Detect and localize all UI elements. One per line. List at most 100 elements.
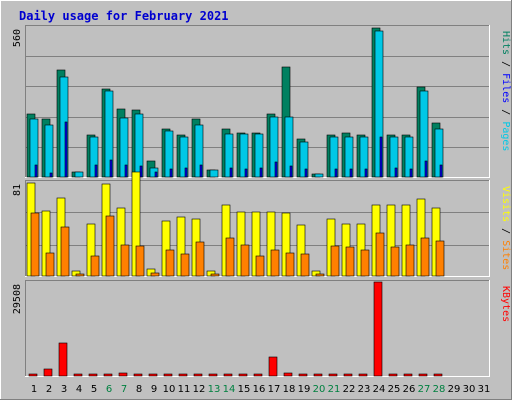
bar-kbytes-day-12 <box>193 373 203 377</box>
day-label-12: 12 <box>193 384 206 395</box>
bar-files-day-20 <box>314 173 324 178</box>
day-label-27: 27 <box>418 384 431 395</box>
day-label-17: 17 <box>268 384 281 395</box>
bar-pages-day-14 <box>229 167 233 178</box>
bar-files-day-3 <box>59 76 69 178</box>
day-label-11: 11 <box>178 384 191 395</box>
legend-pages-files-hits: Hits / Files / Pages <box>500 31 511 151</box>
bar-files-day-23 <box>359 136 369 178</box>
bar-sites-day-25 <box>390 246 400 277</box>
day-label-28: 28 <box>433 384 446 395</box>
bar-pages-day-27 <box>424 160 428 178</box>
bar-kbytes-day-3 <box>58 342 68 377</box>
bar-files-day-15 <box>239 133 249 178</box>
day-label-22: 22 <box>343 384 356 395</box>
bar-files-day-28 <box>434 128 444 178</box>
bar-files-day-26 <box>404 136 414 178</box>
bar-pages-day-17 <box>274 161 278 178</box>
day-label-15: 15 <box>238 384 251 395</box>
day-label-21: 21 <box>328 384 341 395</box>
y-max-label: 29508 <box>12 284 23 314</box>
bar-sites-day-26 <box>405 244 415 277</box>
legend-entry: / <box>500 55 511 73</box>
bar-sites-day-28 <box>435 240 445 277</box>
bar-files-day-17 <box>269 116 279 178</box>
bar-kbytes-day-16 <box>253 373 263 377</box>
legend-entry: Visits <box>500 186 511 222</box>
bar-kbytes-day-9 <box>148 373 158 377</box>
y-max-label: 81 <box>12 184 23 196</box>
bar-files-day-13 <box>209 169 219 178</box>
bar-files-day-7 <box>119 117 129 178</box>
bar-pages-day-11 <box>184 167 188 178</box>
bars <box>26 171 445 277</box>
legend-entry: KBytes <box>500 286 511 322</box>
bar-pages-day-23 <box>364 168 368 178</box>
day-label-4: 4 <box>76 384 82 395</box>
bar-files-day-11 <box>179 136 189 178</box>
bar-sites-day-24 <box>375 232 385 277</box>
bar-files-day-22 <box>344 136 354 178</box>
bar-sites-day-14 <box>225 237 235 277</box>
bar-pages-day-3 <box>64 121 68 178</box>
bar-kbytes-day-7 <box>118 372 128 377</box>
bar-files-day-2 <box>44 124 54 178</box>
day-label-3: 3 <box>61 384 67 395</box>
bar-kbytes-day-24 <box>373 281 383 377</box>
bar-sites-day-11 <box>180 253 190 277</box>
bar-pages-day-5 <box>94 164 98 178</box>
day-label-18: 18 <box>283 384 296 395</box>
day-label-10: 10 <box>163 384 176 395</box>
bar-files-day-6 <box>104 90 114 178</box>
bar-sites-day-7 <box>120 244 130 277</box>
legend-entry: Hits <box>500 31 511 55</box>
bar-kbytes-day-28 <box>433 373 443 377</box>
bar-sites-day-23 <box>360 249 370 277</box>
bar-kbytes-day-15 <box>238 373 248 377</box>
bar-kbytes-day-19 <box>298 373 308 377</box>
bar-pages-day-26 <box>409 168 413 178</box>
bar-kbytes-day-2 <box>43 368 53 377</box>
bar-pages-day-18 <box>289 165 293 178</box>
bar-sites-day-12 <box>195 241 205 277</box>
bar-kbytes-day-5 <box>88 373 98 377</box>
bar-sites-day-17 <box>270 249 280 277</box>
bar-pages-day-16 <box>259 167 263 178</box>
day-label-14: 14 <box>223 384 236 395</box>
bar-pages-day-8 <box>139 165 143 178</box>
bar-kbytes-day-14 <box>223 373 233 377</box>
day-label-9: 9 <box>151 384 157 395</box>
plot-area <box>25 280 490 377</box>
bar-kbytes-day-20 <box>313 373 323 377</box>
bar-kbytes-day-27 <box>418 373 428 377</box>
day-label-26: 26 <box>403 384 416 395</box>
bars <box>26 27 444 178</box>
day-label-23: 23 <box>358 384 371 395</box>
legend-entry: Sites <box>500 240 511 270</box>
legend-entry: Pages <box>500 121 511 151</box>
day-label-19: 19 <box>298 384 311 395</box>
bar-sites-day-1 <box>30 212 40 277</box>
bar-files-day-18 <box>284 116 294 178</box>
bar-sites-day-3 <box>60 226 70 277</box>
bar-files-day-9 <box>149 167 159 178</box>
day-label-13: 13 <box>208 384 221 395</box>
bar-kbytes-day-4 <box>73 373 83 377</box>
day-label-25: 25 <box>388 384 401 395</box>
bar-kbytes-day-13 <box>208 373 218 377</box>
day-label-5: 5 <box>91 384 97 395</box>
bar-pages-day-7 <box>124 164 128 178</box>
bar-files-day-12 <box>194 124 204 178</box>
panel-sites-visits: 81 Visits / Sites <box>12 171 511 277</box>
bar-kbytes-day-11 <box>178 373 188 377</box>
legend-entry: Files <box>500 73 511 103</box>
bar-files-day-16 <box>254 133 264 178</box>
chart-title: Daily usage for February 2021 <box>19 9 229 23</box>
bar-files-day-4 <box>74 171 84 178</box>
panel-kbytes: 29508 KBytes <box>12 280 511 377</box>
legend-kbytes: KBytes <box>500 286 511 322</box>
bar-pages-day-28 <box>439 164 443 178</box>
day-label-29: 29 <box>448 384 461 395</box>
day-label-7: 7 <box>121 384 127 395</box>
